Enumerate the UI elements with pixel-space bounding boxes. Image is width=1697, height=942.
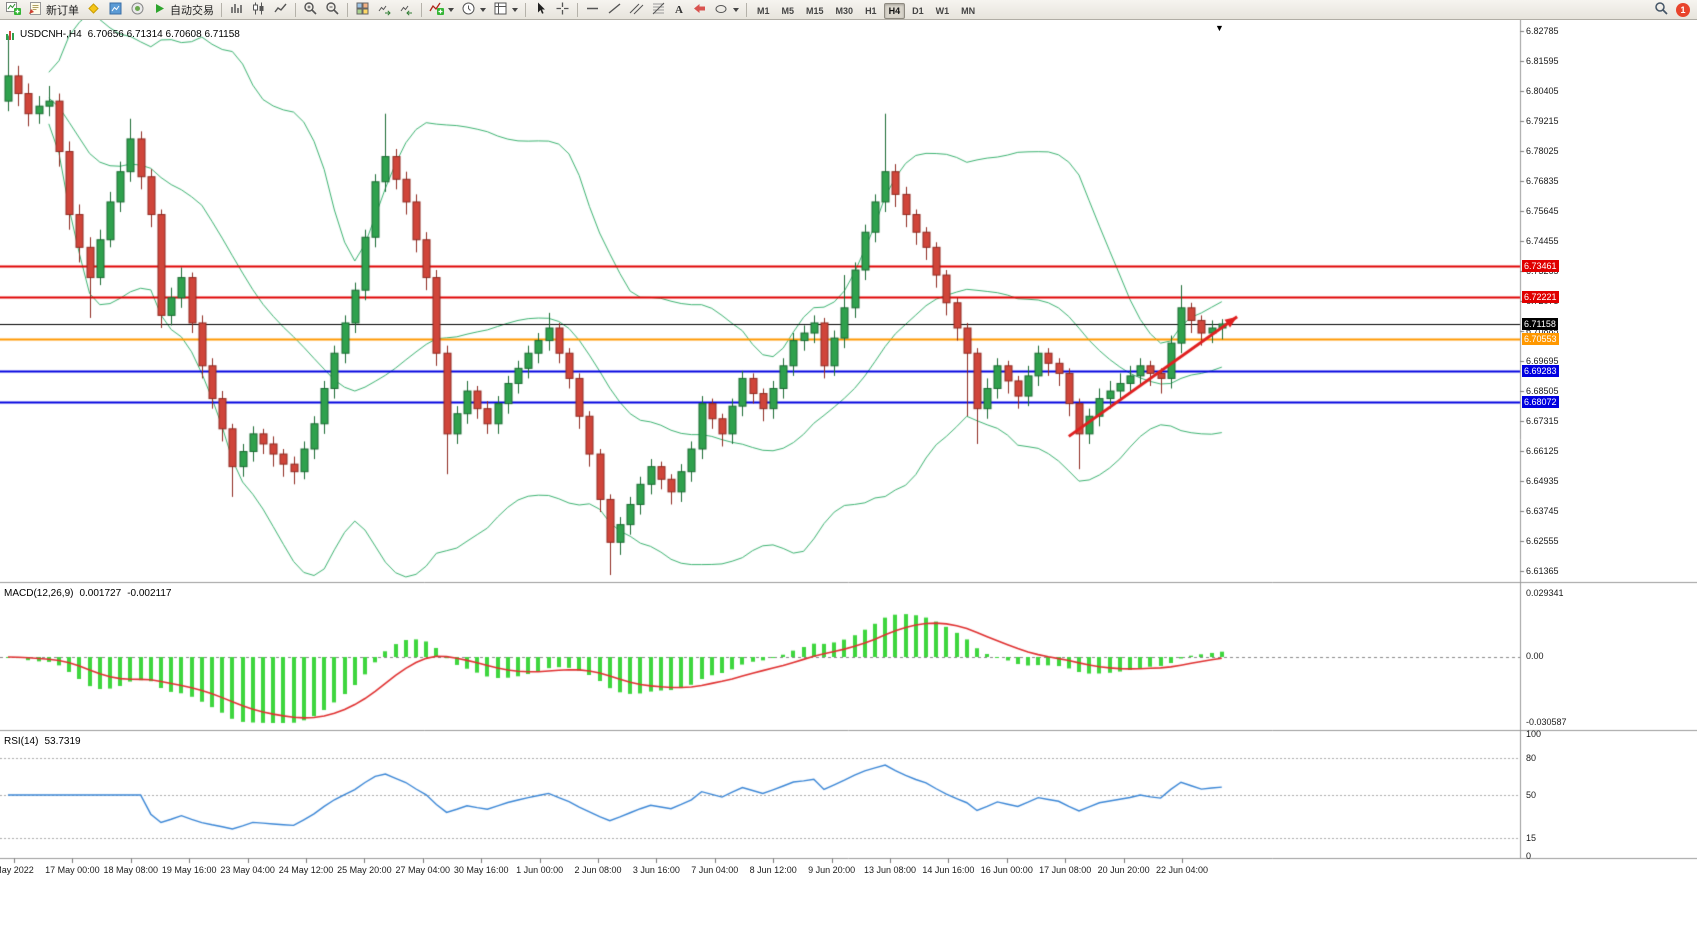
toolbar-separator [421, 2, 422, 17]
macd-indicator-label: MACD(12,26,9) 0.001727 -0.002117 [4, 588, 171, 599]
line-chart-mode-button[interactable] [270, 1, 291, 19]
rsi-title: RSI(14) [4, 736, 39, 747]
chart-symbol-icon [6, 30, 14, 40]
tile-windows-icon [355, 1, 370, 19]
timeframe-w1-button[interactable]: W1 [931, 3, 955, 19]
timeframe-toolbar: M1 M5 M15 M30 H1 H4 D1 W1 MN [751, 1, 981, 19]
channel-icon [629, 1, 644, 19]
timeframe-m1-button[interactable]: M1 [752, 3, 775, 19]
search-icon [1654, 1, 1669, 19]
auto-scroll-button[interactable] [374, 1, 395, 19]
chart-shift-button[interactable] [396, 1, 417, 19]
toolbar-separator [577, 2, 578, 17]
toolbar-separator [525, 2, 526, 17]
macd-main-value: 0.001727 [79, 588, 122, 599]
clock-icon [461, 1, 476, 19]
templates-dropdown-arrow [512, 7, 518, 12]
crosshair-tool-button[interactable] [552, 1, 573, 19]
cursor-tool-button[interactable] [530, 1, 551, 19]
crosshair-icon [555, 1, 570, 19]
indicators-button[interactable] [426, 1, 457, 19]
text-tool-button[interactable]: A [670, 1, 688, 19]
timeframe-d1-button[interactable]: D1 [907, 3, 929, 19]
main-toolbar: 新订单 自动交易 A M1 M5 M15 M30 H1 H4 D1 W1 MN 1 [0, 0, 1697, 20]
toolbar-separator [347, 2, 348, 17]
new-order-label: 新订单 [46, 4, 79, 17]
add-indicator-icon [429, 1, 444, 19]
templates-button[interactable] [490, 1, 521, 19]
new-order-icon [28, 1, 43, 19]
services-button[interactable] [127, 1, 148, 19]
zoom-in-button[interactable] [300, 1, 321, 19]
template-icon [493, 1, 508, 19]
bar-chart-icon [229, 1, 244, 19]
shapes-dropdown-arrow [733, 7, 739, 12]
metaeditor-diamond-icon [86, 1, 101, 19]
candle-chart-icon [251, 1, 266, 19]
horizontal-line-tool-button[interactable] [582, 1, 603, 19]
indicators-dropdown-arrow [448, 7, 454, 12]
periods-button[interactable] [458, 1, 489, 19]
trendline-icon [607, 1, 622, 19]
new-chart-button[interactable] [3, 1, 24, 19]
arrow-label-tool-button[interactable] [689, 1, 710, 19]
line-chart-icon [273, 1, 288, 19]
auto-trading-play-icon [152, 1, 167, 19]
toolbar-separator [746, 2, 747, 17]
symbol-period-label: USDCNH-,H4 [20, 29, 82, 40]
timeframe-mn-button[interactable]: MN [956, 3, 980, 19]
services-icon [130, 1, 145, 19]
notification-badge[interactable]: 1 [1676, 2, 1690, 17]
chart-shift-icon [399, 1, 414, 19]
bar-chart-mode-button[interactable] [226, 1, 247, 19]
shapes-tool-button[interactable] [711, 1, 742, 19]
timeframe-m30-button[interactable]: M30 [831, 3, 859, 19]
auto-trading-label: 自动交易 [170, 4, 214, 17]
search-button[interactable] [1651, 1, 1672, 19]
market-watch-icon [108, 1, 123, 19]
arrow-label-icon [692, 1, 707, 19]
zoom-out-icon [325, 1, 340, 19]
timeframe-m5-button[interactable]: M5 [777, 3, 800, 19]
market-watch-button[interactable] [105, 1, 126, 19]
rsi-indicator-label: RSI(14) 53.7319 [4, 736, 81, 747]
auto-scroll-icon [377, 1, 392, 19]
toolbar-separator [295, 2, 296, 17]
trendline-tool-button[interactable] [604, 1, 625, 19]
candle-chart-mode-button[interactable] [248, 1, 269, 19]
channel-tool-button[interactable] [626, 1, 647, 19]
toolbar-separator [221, 2, 222, 17]
new-chart-icon [6, 1, 21, 19]
cursor-icon [533, 1, 548, 19]
text-tool-icon: A [675, 3, 683, 16]
zoom-in-icon [303, 1, 318, 19]
fibonacci-tool-button[interactable] [648, 1, 669, 19]
new-order-button[interactable]: 新订单 [25, 1, 82, 19]
rsi-value: 53.7319 [44, 736, 81, 747]
chart-canvas[interactable] [0, 20, 1697, 942]
macd-signal-value: -0.002117 [127, 588, 172, 599]
horizontal-line-icon [585, 1, 600, 19]
macd-title: MACD(12,26,9) [4, 588, 74, 599]
zoom-out-button[interactable] [322, 1, 343, 19]
auto-trading-button[interactable]: 自动交易 [149, 1, 217, 19]
timeframe-h1-button[interactable]: H1 [860, 3, 882, 19]
tile-windows-button[interactable] [352, 1, 373, 19]
ohlc-values: 6.70656 6.71314 6.70608 6.71158 [87, 29, 240, 40]
metaeditor-button[interactable] [83, 1, 104, 19]
last-bar-marker: ▼ [1215, 23, 1224, 33]
timeframe-m15-button[interactable]: M15 [801, 3, 829, 19]
chart-area: USDCNH-,H4 6.70656 6.71314 6.70608 6.711… [0, 20, 1697, 942]
timeframe-h4-button[interactable]: H4 [883, 2, 906, 19]
periods-dropdown-arrow [480, 7, 486, 12]
shapes-icon [714, 1, 729, 19]
chart-title: USDCNH-,H4 6.70656 6.71314 6.70608 6.711… [6, 29, 240, 40]
fibonacci-icon [651, 1, 666, 19]
toolbar-right-group: 1 [1651, 1, 1694, 19]
